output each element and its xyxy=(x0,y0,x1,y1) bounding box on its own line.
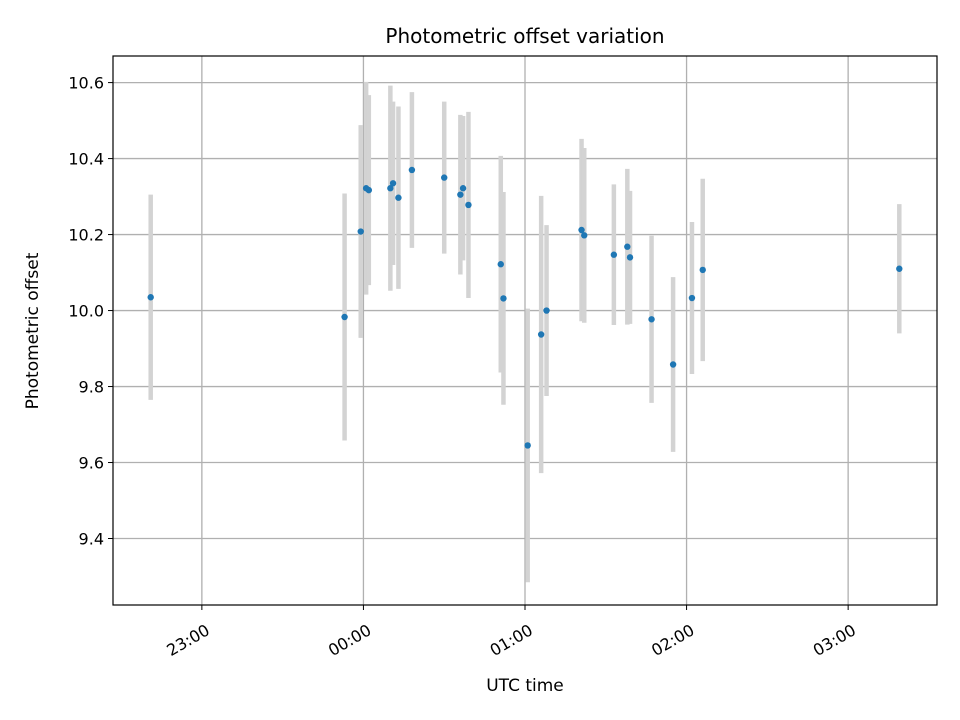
x-axis-ticks: 23:00 00:00 01:00 02:00 03:00 xyxy=(163,605,859,660)
data-points xyxy=(147,166,903,449)
data-point xyxy=(395,194,402,201)
data-point xyxy=(543,307,550,314)
y-axis-label: Photometric offset xyxy=(23,252,43,409)
data-point xyxy=(537,331,545,338)
data-point xyxy=(387,185,394,192)
y-tick-label: 9.8 xyxy=(79,378,104,397)
data-point xyxy=(624,243,631,250)
data-point xyxy=(457,191,464,198)
data-point xyxy=(408,166,416,174)
grid xyxy=(113,56,937,605)
data-point xyxy=(524,442,531,449)
data-point xyxy=(896,265,903,272)
y-tick-label: 10.4 xyxy=(68,150,104,169)
x-tick-label: 00:00 xyxy=(325,620,374,660)
chart-title: Photometric offset variation xyxy=(385,24,664,48)
x-tick-label: 03:00 xyxy=(810,620,859,660)
data-point xyxy=(500,295,507,302)
data-point xyxy=(389,180,397,187)
data-point xyxy=(365,186,373,194)
data-point xyxy=(699,266,706,274)
x-tick-label: 01:00 xyxy=(487,620,536,660)
data-point xyxy=(610,251,618,258)
data-point xyxy=(459,185,467,192)
data-point xyxy=(147,294,154,301)
data-point xyxy=(465,201,472,209)
data-point xyxy=(497,261,504,268)
data-point xyxy=(669,361,677,368)
data-point xyxy=(648,316,655,323)
x-axis-label: UTC time xyxy=(486,676,564,696)
data-point xyxy=(441,174,448,181)
x-tick-label: 02:00 xyxy=(648,620,697,660)
y-tick-label: 10.6 xyxy=(68,74,104,93)
data-point xyxy=(357,228,364,235)
y-tick-label: 9.6 xyxy=(79,454,104,473)
data-point xyxy=(578,226,585,234)
y-tick-label: 10.0 xyxy=(68,302,104,321)
x-tick-label: 23:00 xyxy=(163,620,212,660)
data-point xyxy=(341,313,348,321)
data-point xyxy=(581,232,588,239)
y-tick-label: 10.2 xyxy=(68,226,104,245)
data-point xyxy=(626,254,634,261)
y-tick-label: 9.4 xyxy=(79,530,104,549)
y-axis-ticks: 9.4 9.6 9.8 10.0 10.2 10.4 10.6 xyxy=(68,74,113,549)
data-point xyxy=(688,294,696,302)
